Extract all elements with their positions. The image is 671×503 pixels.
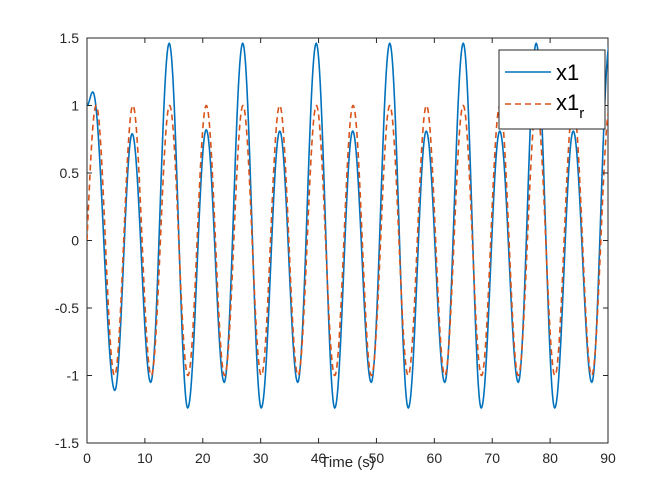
x-tick-label: 30 <box>253 450 269 466</box>
x-tick-label: 0 <box>83 450 91 466</box>
x-axis-title: Time (s) <box>320 454 374 471</box>
y-tick-label: 0 <box>71 233 79 249</box>
series-layer <box>87 42 608 410</box>
x-tick-label: 80 <box>542 450 558 466</box>
x-tick-label: 60 <box>427 450 443 466</box>
legend-label-x1-r-main: x1 <box>556 90 579 115</box>
y-tick-label: 1.5 <box>60 30 80 46</box>
legend-label-x1-r: x1r <box>556 90 584 122</box>
x-tick-label: 70 <box>484 450 500 466</box>
y-tick-label: -1 <box>67 368 80 384</box>
legend-box <box>498 49 606 130</box>
x-tick-label: 90 <box>600 450 616 466</box>
x-tick-label: 40 <box>311 450 327 466</box>
legend-label-x1: x1 <box>556 60 579 85</box>
legend: x1 x1r <box>498 49 606 130</box>
legend-label-x1-r-subscript: r <box>579 105 584 122</box>
x-tick-label: 50 <box>369 450 385 466</box>
y-tick-label: 1 <box>71 98 79 114</box>
x-tick-label: 20 <box>195 450 211 466</box>
ticks-layer: 0 10 20 30 40 50 60 70 80 90 -1.5 -1 -0.5 0 0.5 1 1.5 <box>55 30 616 466</box>
y-tick-label: -0.5 <box>55 300 79 316</box>
x-tick-label: 10 <box>137 450 153 466</box>
series-line-x1-r <box>87 104 608 377</box>
y-tick-label: -1.5 <box>55 435 79 451</box>
y-tick-label: 0.5 <box>60 165 80 181</box>
